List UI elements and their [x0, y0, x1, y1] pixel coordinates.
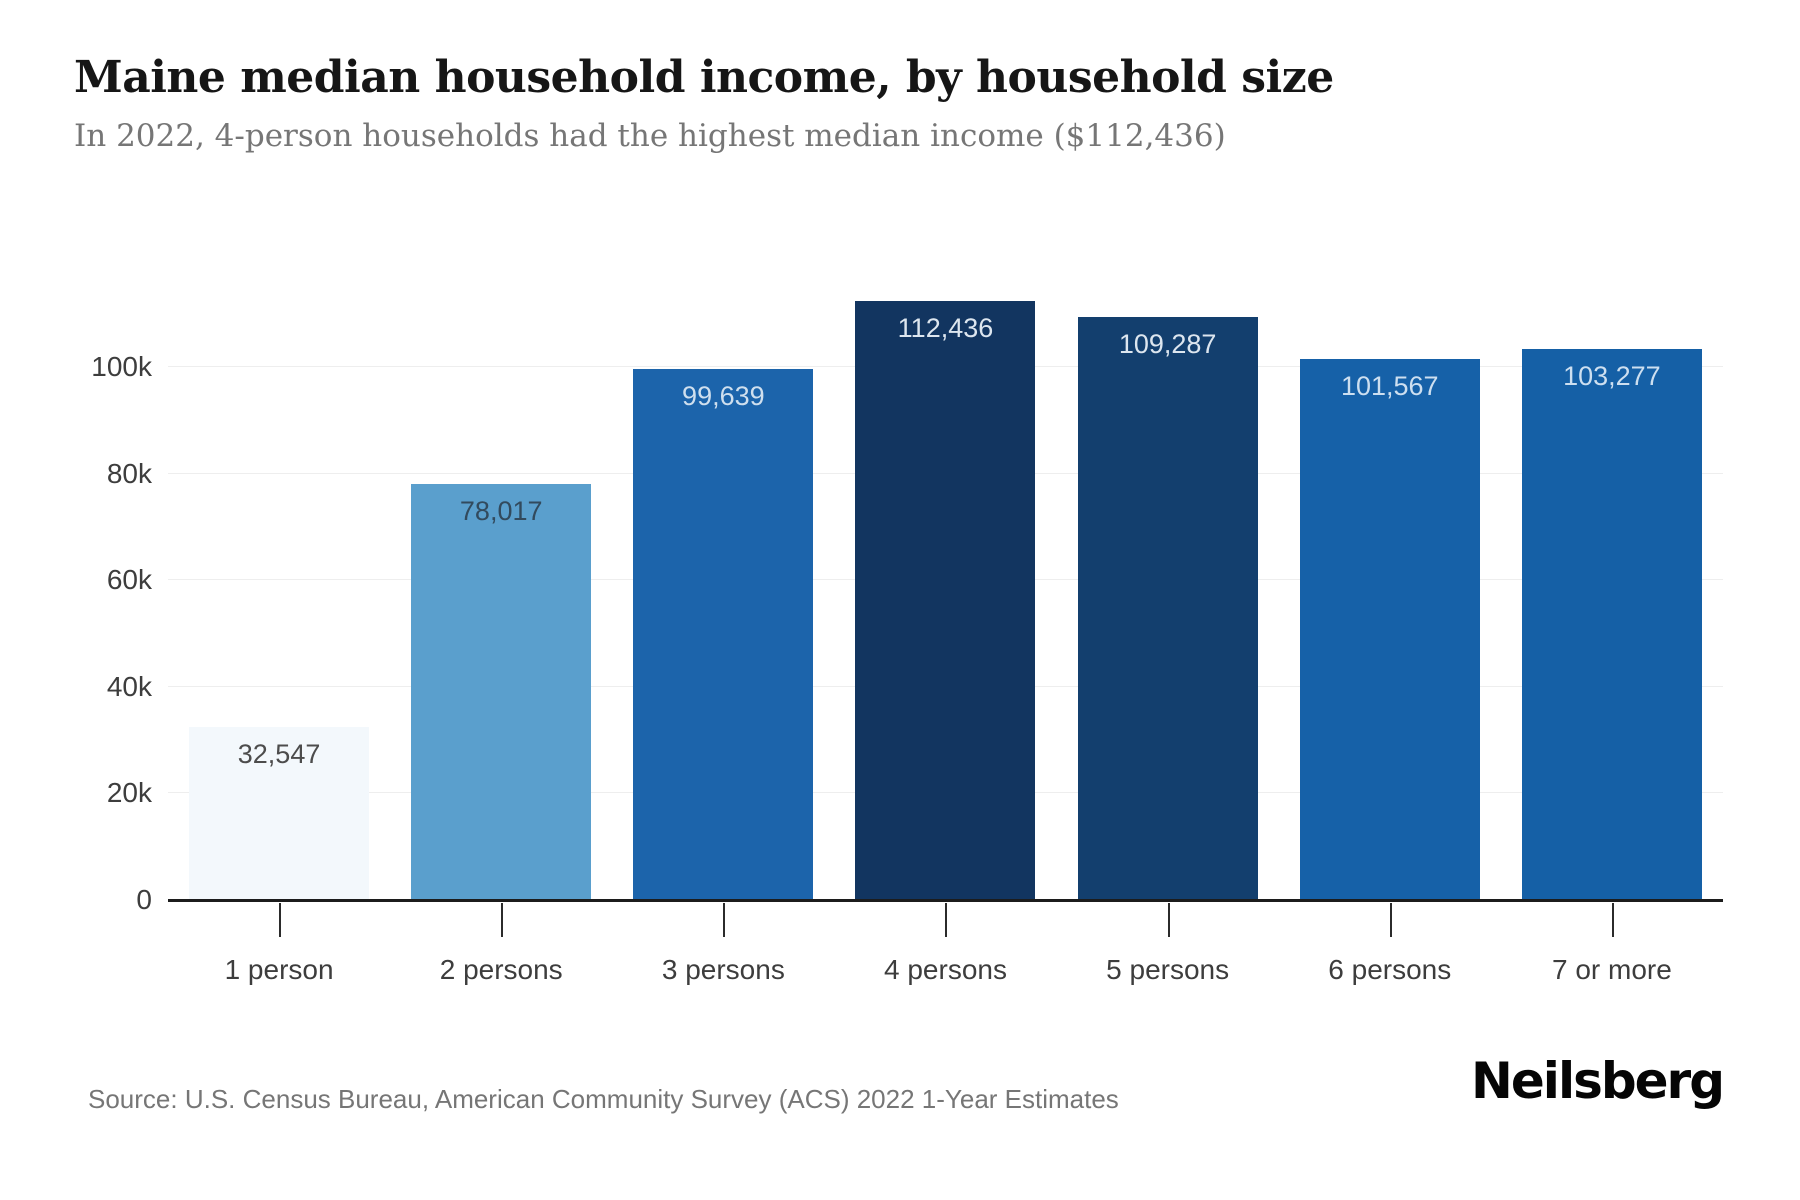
x-tick — [1389, 903, 1392, 937]
source-text: Source: U.S. Census Bureau, American Com… — [88, 1084, 1119, 1114]
y-tick-label-40k: 40k — [106, 670, 152, 702]
x-tick — [1167, 903, 1170, 937]
x-axis-baseline — [168, 899, 1723, 902]
x-axis-label: 2 persons — [439, 954, 563, 985]
bar-6-persons[interactable]: 101,567 — [1299, 358, 1480, 900]
y-tick-label-100k: 100k — [91, 350, 152, 382]
bar-chart-plot-area: 0 20k 40k 60k 80k 100k 32,547 1 person 78,017 2 … — [91, 255, 1723, 985]
bar-7-or-more[interactable]: 103,277 — [1521, 349, 1702, 900]
x-tick — [723, 903, 726, 937]
bar-columns: 32,547 1 person 78,017 2 persons 99,639 3 per… — [168, 255, 1723, 985]
y-tick-label-0: 0 — [136, 884, 152, 915]
x-axis-label: 3 persons — [661, 954, 785, 985]
x-axis-label: 5 persons — [1106, 954, 1230, 985]
y-tick-label-80k: 80k — [106, 457, 152, 489]
x-axis-label: 1 person — [224, 954, 334, 985]
bar-5-persons[interactable]: 109,287 — [1077, 317, 1258, 900]
x-tick — [501, 903, 504, 937]
bar-column: 103,277 7 or more — [1501, 255, 1723, 985]
bar-value-label: 78,017 — [459, 496, 543, 527]
chart-title: Maine median household income, by househ… — [74, 52, 1334, 103]
bar-column: 32,547 1 person — [168, 255, 390, 985]
y-tick-label-20k: 20k — [106, 777, 152, 809]
bar-value-label: 109,287 — [1118, 329, 1217, 360]
bar-2-persons[interactable]: 78,017 — [411, 484, 592, 900]
bar-1-person[interactable]: 32,547 — [189, 726, 370, 900]
x-tick — [945, 903, 948, 937]
bar-value-label: 103,277 — [1563, 361, 1661, 392]
x-tick — [279, 903, 282, 937]
bar-column: 99,639 3 persons — [612, 255, 834, 985]
chart-subtitle: In 2022, 4-person households had the hig… — [74, 118, 1226, 154]
bar-value-label: 32,547 — [237, 738, 321, 769]
bar-column: 109,287 5 persons — [1057, 255, 1279, 985]
bar-value-label: 101,567 — [1340, 370, 1439, 401]
bar-column: 112,436 4 persons — [834, 255, 1056, 985]
bar-value-label: 99,639 — [682, 380, 765, 411]
x-axis-label: 6 persons — [1328, 954, 1452, 985]
x-tick — [1611, 903, 1614, 937]
brand-logo: Neilsberg — [1471, 1052, 1725, 1110]
bar-4-persons[interactable]: 112,436 — [855, 300, 1036, 900]
bar-value-label: 112,436 — [897, 312, 994, 343]
x-axis-label: 7 or more — [1552, 954, 1672, 985]
y-tick-label-60k: 60k — [106, 564, 152, 596]
bar-3-persons[interactable]: 99,639 — [633, 368, 814, 900]
bar-column: 78,017 2 persons — [390, 255, 612, 985]
x-axis-label: 4 persons — [884, 954, 1007, 985]
bar-column: 101,567 6 persons — [1279, 255, 1501, 985]
